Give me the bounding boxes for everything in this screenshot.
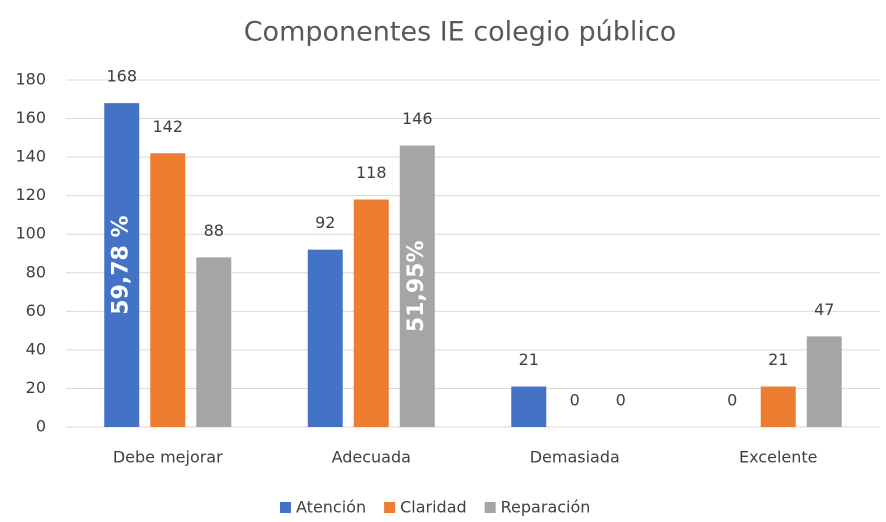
value-label: 118 <box>356 163 387 182</box>
value-label: 21 <box>519 350 539 369</box>
x-tick-label: Demasiada <box>530 448 620 467</box>
bar <box>150 153 186 427</box>
bar <box>104 103 140 427</box>
legend-label: Reparación <box>501 498 591 517</box>
annotation: 59,78 % <box>109 215 134 314</box>
y-tick-label: 180 <box>15 70 46 89</box>
legend-swatch <box>280 502 291 513</box>
y-tick-label: 140 <box>15 147 46 166</box>
bar <box>307 249 343 427</box>
y-tick-label: 160 <box>15 108 46 127</box>
y-tick-label: 120 <box>15 185 46 204</box>
bar <box>511 386 547 427</box>
legend-label: Atención <box>296 498 366 517</box>
x-tick-label: Excelente <box>739 448 817 467</box>
bar <box>806 336 842 427</box>
legend-label: Claridad <box>400 498 467 517</box>
y-tick-label: 100 <box>15 224 46 243</box>
y-tick-label: 60 <box>26 301 46 320</box>
value-label: 88 <box>204 221 224 240</box>
value-label: 146 <box>402 109 433 128</box>
x-tick-label: Adecuada <box>332 448 411 467</box>
legend-swatch <box>384 502 396 513</box>
value-label: 142 <box>152 117 183 136</box>
bar <box>196 257 232 427</box>
value-label: 0 <box>727 391 737 410</box>
bar <box>760 386 796 427</box>
annotation: 51,95% <box>404 240 429 332</box>
y-tick-label: 0 <box>36 417 46 436</box>
x-tick-label: Debe mejorar <box>113 448 223 467</box>
value-label: 0 <box>616 391 626 410</box>
value-label: 0 <box>570 391 580 410</box>
y-tick-label: 40 <box>26 339 46 358</box>
chart-title: Componentes IE colegio público <box>244 17 677 48</box>
y-tick-label: 80 <box>26 262 46 281</box>
value-label: 92 <box>315 213 335 232</box>
bar <box>353 199 389 427</box>
legend-swatch <box>484 502 496 513</box>
value-label: 21 <box>768 350 788 369</box>
bar <box>399 145 435 428</box>
value-label: 168 <box>106 67 137 86</box>
value-label: 47 <box>814 300 834 319</box>
y-tick-label: 20 <box>26 378 46 397</box>
